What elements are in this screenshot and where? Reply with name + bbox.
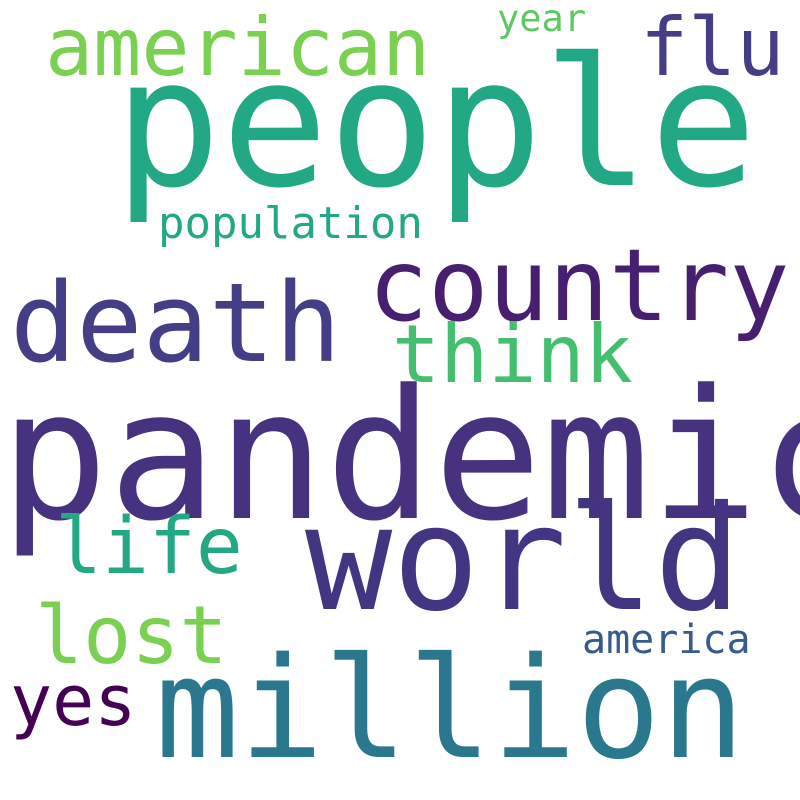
word-world: world [305,475,742,644]
word-flu: flu [640,1,785,94]
word-people: people [114,20,757,227]
word-think: think [392,308,633,401]
word-death: death [10,259,342,387]
word-america: america [582,617,751,663]
word-pandemic: pandemic [0,352,800,561]
word-population: population [158,198,423,249]
word-country: country [368,227,790,344]
word-year: year [497,0,587,40]
word-lost: lost [35,589,228,682]
word-million: million [155,628,746,791]
word-yes: yes [10,660,137,742]
word-life: life [55,502,243,592]
word-american: american [45,1,431,94]
